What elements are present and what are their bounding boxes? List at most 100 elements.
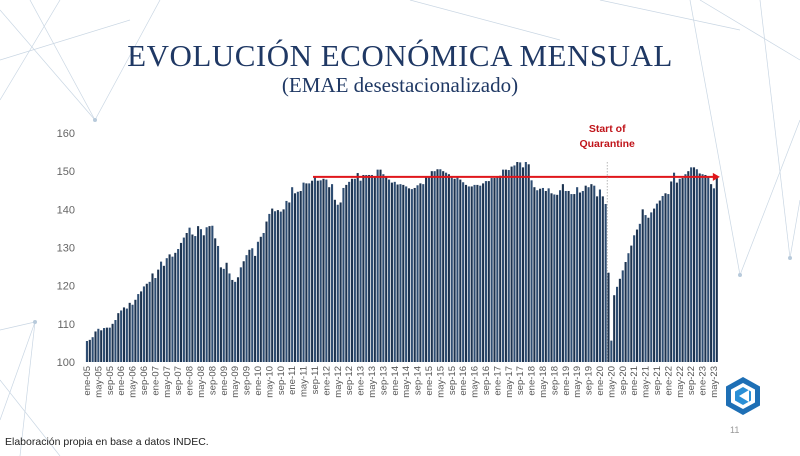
- bar: [194, 236, 197, 362]
- bar: [128, 302, 131, 362]
- bar: [242, 261, 245, 362]
- bar: [177, 249, 180, 362]
- bar: [427, 177, 430, 362]
- x-tick-label: sep-07: [173, 366, 184, 395]
- bar: [670, 181, 673, 362]
- x-tick-label: sep-11: [310, 366, 321, 394]
- bar: [536, 190, 539, 362]
- bar: [236, 277, 240, 362]
- bar: [85, 341, 88, 362]
- y-tick-label: 100: [57, 357, 75, 369]
- bar: [148, 281, 151, 362]
- bar: [678, 178, 681, 362]
- bar: [641, 209, 644, 362]
- bar: [456, 176, 459, 362]
- bar: [561, 184, 564, 362]
- bar: [134, 299, 137, 362]
- company-logo-icon: [726, 377, 760, 415]
- y-tick-label: 140: [57, 204, 75, 216]
- x-tick-label: ene-22: [663, 366, 674, 396]
- x-tick-label: may-11: [299, 366, 310, 397]
- bar: [162, 265, 165, 362]
- bar: [425, 176, 428, 362]
- bar: [342, 187, 345, 362]
- bar: [567, 191, 570, 362]
- bar: [707, 176, 710, 362]
- x-tick-label: may-16: [470, 366, 481, 398]
- x-tick-label: sep-09: [242, 366, 253, 395]
- bar: [217, 245, 220, 362]
- bar: [673, 172, 676, 362]
- bar: [365, 174, 368, 362]
- bar: [311, 180, 314, 362]
- bar: [667, 194, 670, 362]
- bar: [208, 226, 211, 362]
- bar: [610, 340, 613, 362]
- x-tick-label: sep-12: [344, 366, 355, 395]
- bar: [596, 196, 599, 362]
- bar: [291, 187, 294, 362]
- bar: [125, 308, 128, 362]
- bar: [157, 269, 160, 362]
- bar: [199, 229, 202, 362]
- bar: [504, 169, 507, 362]
- bar: [447, 174, 450, 362]
- bar: [313, 177, 316, 362]
- bar: [94, 331, 97, 362]
- y-tick-label: 110: [57, 319, 75, 331]
- bar: [336, 204, 339, 362]
- bar: [131, 304, 134, 362]
- bar: [331, 184, 334, 362]
- bar: [373, 176, 376, 362]
- x-tick-label: ene-12: [321, 366, 332, 396]
- x-tick-label: sep-19: [584, 366, 595, 395]
- bar: [715, 177, 718, 362]
- bar: [211, 225, 214, 362]
- bar: [684, 174, 687, 362]
- bar: [282, 209, 285, 362]
- x-tick-label: sep-13: [378, 366, 389, 395]
- page-number: 11: [730, 425, 740, 435]
- bar: [202, 235, 205, 362]
- bar: [464, 184, 468, 362]
- x-tick-label: sep-15: [447, 366, 458, 395]
- x-tick-label: ene-11: [287, 366, 298, 395]
- x-tick-label: may-15: [435, 366, 446, 398]
- bar: [624, 262, 627, 362]
- bar: [142, 286, 145, 362]
- bar: [145, 283, 148, 362]
- bar: [516, 162, 519, 362]
- bar: [564, 191, 567, 362]
- bar: [399, 184, 402, 362]
- bar: [234, 281, 237, 362]
- bar: [496, 176, 499, 362]
- bar: [245, 255, 248, 362]
- bar: [305, 183, 308, 362]
- bar: [154, 278, 157, 362]
- bar: [576, 187, 579, 362]
- bar: [524, 162, 527, 362]
- x-tick-label: sep-10: [276, 366, 287, 395]
- bar: [470, 186, 473, 362]
- x-tick-label: ene-20: [595, 366, 606, 396]
- bar: [308, 183, 311, 362]
- bar: [439, 169, 442, 362]
- bar: [370, 174, 373, 362]
- bar: [293, 193, 297, 362]
- bar: [191, 234, 194, 362]
- bar: [276, 210, 279, 362]
- bar: [710, 184, 713, 362]
- bar: [650, 212, 653, 362]
- x-tick-label: ene-16: [458, 366, 469, 396]
- x-tick-label: ene-14: [390, 366, 401, 396]
- bar: [103, 328, 106, 362]
- x-tick-label: may-17: [504, 366, 515, 398]
- bar: [541, 187, 544, 362]
- x-tick-label: ene-06: [116, 366, 127, 396]
- bar: [687, 171, 690, 362]
- bar: [653, 208, 656, 362]
- bar: [197, 226, 200, 362]
- x-tick-label: may-18: [538, 366, 549, 398]
- bar: [698, 173, 701, 362]
- bar: [621, 270, 624, 362]
